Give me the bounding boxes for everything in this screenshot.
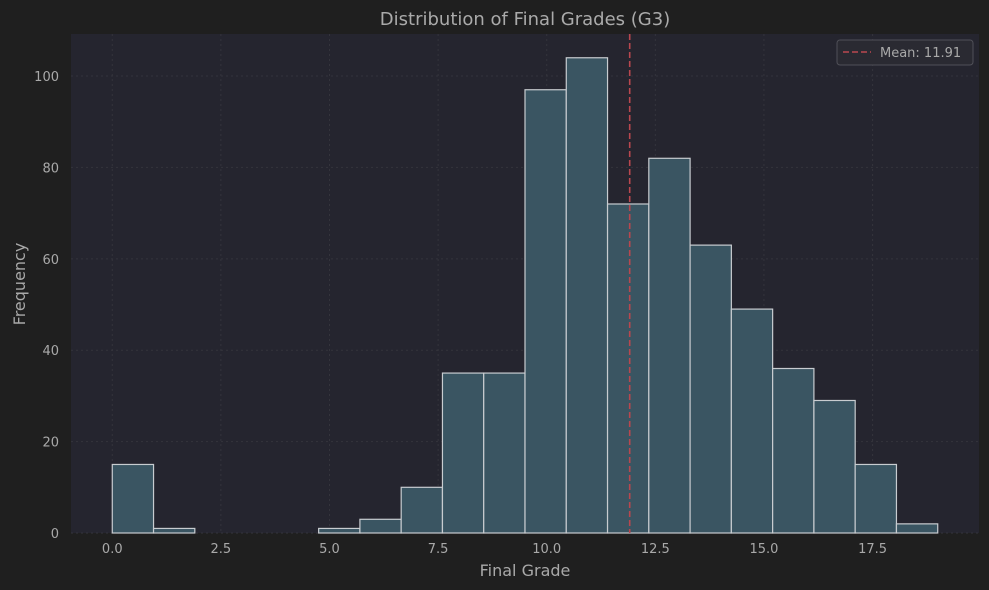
histogram-bar	[359, 518, 402, 534]
chart-title: Distribution of Final Grades (G3)	[380, 9, 670, 30]
y-tick-label: 40	[42, 344, 59, 359]
histogram-bar	[648, 157, 691, 534]
x-tick-label: 7.5	[428, 542, 449, 557]
histogram-bar	[524, 89, 567, 534]
legend-box	[836, 39, 974, 66]
histogram-bar	[483, 372, 526, 534]
x-axis-label: Final Grade	[480, 561, 571, 580]
x-tick-label: 12.5	[641, 542, 670, 557]
histogram-bar	[772, 367, 815, 534]
y-tick-label: 20	[42, 436, 59, 451]
histogram-bar	[152, 527, 196, 534]
x-tick-label: 5.0	[319, 542, 340, 557]
y-tick-label: 100	[34, 70, 59, 85]
histogram-bar	[400, 486, 444, 534]
histogram-bar	[813, 399, 856, 534]
histogram-bar	[606, 203, 650, 534]
histogram-bar	[111, 463, 155, 534]
y-axis-label: Frequency	[10, 243, 29, 326]
histogram-bar	[730, 308, 774, 534]
x-tick-label: 0.0	[102, 542, 123, 557]
histogram-bar	[895, 523, 939, 534]
ticks: 0.0 2.5 5.0 7.5 10.0 12.5 15.0 17.5 0 20 40 60 80 100	[34, 70, 887, 557]
legend-mean-label: Mean: 11.91	[880, 46, 961, 61]
x-tick-label: 17.5	[858, 542, 887, 557]
x-tick-label: 2.5	[211, 542, 232, 557]
histogram-bar	[854, 463, 898, 534]
histogram-bar	[689, 244, 732, 534]
y-tick-label: 60	[42, 253, 59, 268]
histogram-bar	[318, 527, 361, 534]
y-tick-label: 80	[42, 161, 59, 176]
legend: Mean: 11.91	[836, 39, 974, 66]
histogram-bar	[441, 372, 485, 534]
x-tick-label: 10.0	[532, 542, 561, 557]
y-tick-label: 0	[51, 527, 59, 542]
histogram-bar	[565, 57, 609, 534]
bars	[111, 57, 939, 534]
x-tick-label: 15.0	[749, 542, 778, 557]
